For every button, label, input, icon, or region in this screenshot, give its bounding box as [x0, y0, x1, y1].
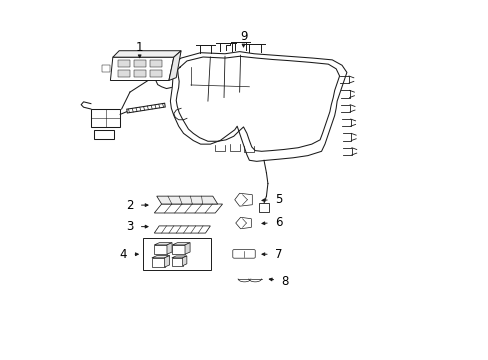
Bar — [118, 70, 130, 77]
Bar — [134, 70, 146, 77]
Polygon shape — [152, 256, 169, 258]
FancyBboxPatch shape — [232, 249, 255, 258]
Polygon shape — [184, 243, 190, 254]
Polygon shape — [164, 256, 169, 267]
Bar — [94, 130, 114, 139]
Polygon shape — [154, 204, 222, 213]
Polygon shape — [166, 243, 172, 254]
Text: 6: 6 — [274, 216, 282, 229]
Polygon shape — [110, 57, 173, 81]
Bar — [143, 238, 211, 270]
Bar — [91, 109, 120, 127]
Polygon shape — [172, 243, 190, 245]
Text: 9: 9 — [239, 30, 247, 43]
Bar — [150, 60, 162, 67]
Polygon shape — [154, 226, 210, 233]
Bar — [152, 258, 164, 267]
Text: 2: 2 — [126, 199, 133, 212]
Bar — [259, 203, 268, 212]
Bar — [172, 245, 184, 254]
Polygon shape — [113, 51, 181, 57]
Text: 5: 5 — [274, 193, 282, 206]
Bar — [118, 60, 130, 67]
Text: 4: 4 — [120, 248, 127, 261]
Bar — [154, 245, 166, 254]
Bar — [134, 60, 146, 67]
Text: 8: 8 — [281, 275, 288, 288]
Polygon shape — [235, 217, 251, 229]
Polygon shape — [182, 256, 186, 266]
Text: 3: 3 — [126, 220, 133, 233]
Polygon shape — [157, 196, 217, 204]
Polygon shape — [102, 65, 110, 72]
Text: 1: 1 — [136, 41, 143, 54]
Polygon shape — [154, 243, 172, 245]
Polygon shape — [234, 193, 252, 206]
Bar — [171, 258, 182, 266]
Polygon shape — [168, 51, 181, 81]
Polygon shape — [171, 256, 186, 258]
Text: 7: 7 — [274, 248, 282, 261]
Bar — [150, 70, 162, 77]
